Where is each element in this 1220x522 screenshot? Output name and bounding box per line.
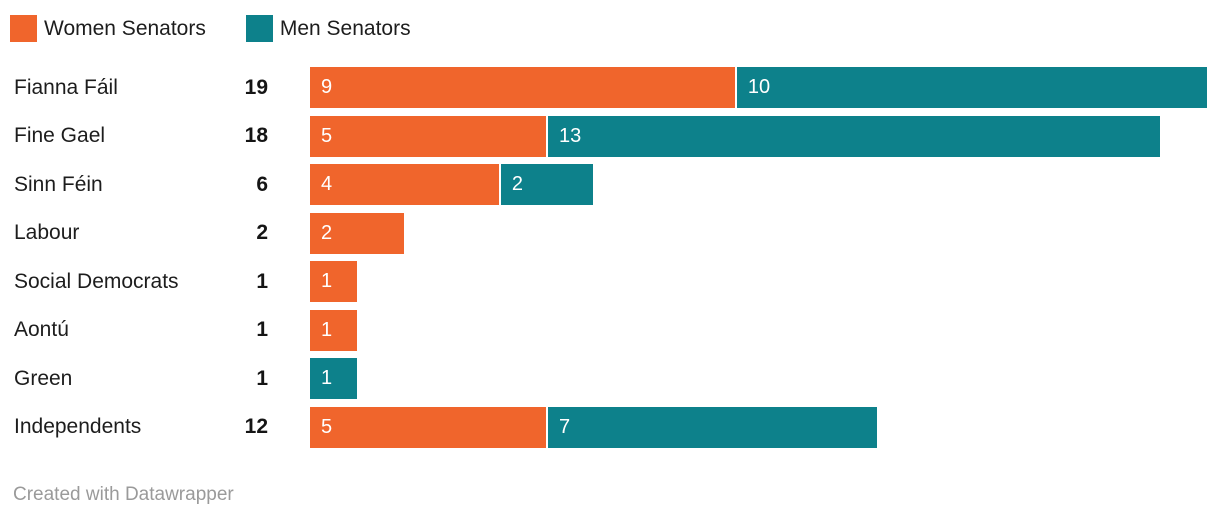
category-label: Independents [14,415,142,438]
bar-segment-women-senators[interactable]: 5 [310,115,547,157]
bar-value-label: 1 [321,270,333,292]
chart-row: Labour 2 2 [0,212,1220,254]
bar-segment-men-senators[interactable]: 7 [548,406,877,448]
bar-segment-women-senators[interactable]: 5 [310,406,547,448]
total-value: 1 [256,318,268,341]
bar-segment-women-senators[interactable]: 2 [310,212,405,254]
total-value: 19 [244,75,268,99]
bar-value-label: 13 [559,124,582,147]
category-label: Sinn Féin [14,172,103,196]
bar-track: 1 [310,309,358,351]
bar-track: 1 [310,358,358,399]
total-value: 2 [256,221,268,244]
bar-segment-women-senators[interactable]: 9 [310,67,735,108]
bar-value-label: 5 [321,124,333,147]
bar-segment-men-senators[interactable]: 2 [500,164,594,205]
bar-value-label: 1 [321,318,333,341]
bar-track: 5 13 [310,115,1160,157]
bar-value-label: 4 [321,173,333,195]
category-label: Labour [14,221,80,244]
bar-track: 9 10 [310,67,1207,108]
category-label: Social Democrats [14,269,179,293]
bar-segment-women-senators[interactable]: 1 [310,261,358,302]
chart-row: Green 1 1 [0,358,1220,399]
total-value: 12 [244,415,268,438]
chart-row: Sinn Féin 6 4 2 [0,164,1220,205]
bar-segment-men-senators[interactable]: 13 [548,115,1160,157]
datawrapper-credit-link[interactable]: Created with Datawrapper [13,484,234,505]
legend-item-women-senators: Women Senators [10,14,206,42]
category-label: Aontú [14,318,69,341]
bar-value-label: 9 [321,76,333,98]
legend-swatch-men-icon [245,14,273,42]
bar-segment-women-senators[interactable]: 4 [310,164,499,205]
bar-value-label: 1 [321,367,333,389]
bar-value-label: 2 [321,221,333,244]
bar-track: 2 [310,212,405,254]
chart-legend: Women Senators Men Senators [0,0,1220,42]
bar-segment-men-senators[interactable]: 10 [736,67,1207,108]
chart-rows: Fianna Fáil 19 9 10 Fine Gael 18 5 13 Sinn Féin 6… [0,67,1220,448]
category-label: Green [14,366,73,390]
category-label: Fianna Fáil [14,75,118,99]
chart-row: Independents 12 5 7 [0,406,1220,448]
chart-row: Fianna Fáil 19 9 10 [0,67,1220,108]
bar-value-label: 5 [321,415,333,438]
bar-segment-women-senators[interactable]: 1 [310,309,358,351]
legend-swatch-women-icon [10,14,37,42]
total-value: 1 [256,269,268,293]
bar-value-label: 10 [747,76,771,98]
chart-row: Aontú 1 1 [0,309,1220,351]
total-value: 1 [256,366,268,390]
chart-row: Social Democrats 1 1 [0,261,1220,302]
legend-label: Women Senators [44,16,206,40]
chart-row: Fine Gael 18 5 13 [0,115,1220,157]
bar-track: 1 [310,261,358,302]
total-value: 18 [244,124,268,147]
category-label: Fine Gael [14,124,106,147]
bar-segment-men-senators[interactable]: 1 [310,358,358,399]
legend-label: Men Senators [279,16,411,40]
bar-value-label: 7 [559,415,571,438]
legend-item-men-senators: Men Senators [245,14,411,42]
total-value: 6 [256,172,268,196]
bar-value-label: 2 [511,173,523,195]
